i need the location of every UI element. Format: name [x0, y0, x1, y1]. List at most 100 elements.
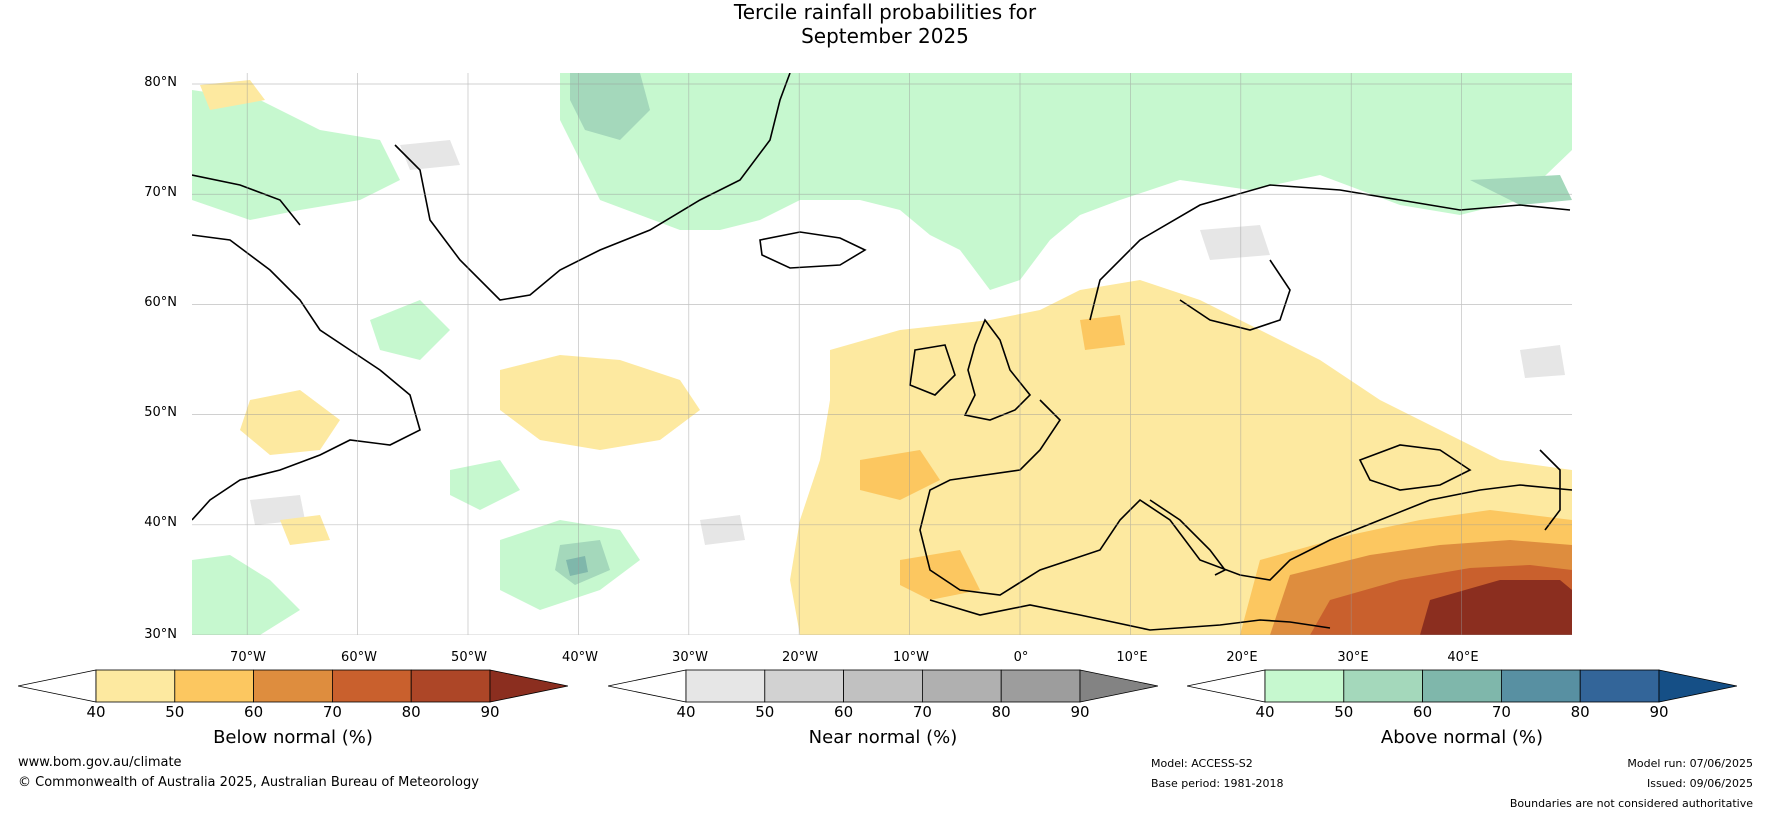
below-colorbar-segment — [174, 669, 255, 703]
lat-label-30n: 30°N — [144, 627, 177, 642]
near-colorbar-upper-extension — [1079, 669, 1158, 703]
black-sea-coast — [1358, 444, 1472, 491]
below-colorbar-tick: 80 — [401, 703, 421, 721]
above-normal-colorbar — [1187, 669, 1737, 703]
near-colorbar-segment — [1000, 669, 1081, 703]
below-colorbar-segment — [95, 669, 176, 703]
below-colorbar-segment — [253, 669, 333, 703]
baltic-coast — [1179, 259, 1291, 331]
below-normal-60pct-1 — [1080, 315, 1125, 350]
near-normal-patch-4 — [250, 495, 305, 525]
below-colorbar-tick: 40 — [86, 703, 106, 721]
lat-label-40n: 40°N — [144, 515, 177, 530]
above-colorbar-tick: 50 — [1334, 703, 1354, 721]
above-colorbar-tick: 80 — [1570, 703, 1590, 721]
atlantic-below-normal-4 — [280, 515, 330, 545]
below-colorbar-upper-extension — [489, 669, 568, 703]
lat-label-70n: 70°N — [144, 185, 177, 200]
britain-coast — [963, 318, 1032, 421]
above-normal-core-2 — [1470, 175, 1572, 205]
below-colorbar-tick: 70 — [322, 703, 342, 721]
middle-east-90pct — [1420, 580, 1572, 635]
near-normal-patch-2 — [1200, 225, 1270, 260]
lon-label-30w: 30°W — [672, 650, 708, 665]
above-normal-core-1 — [570, 73, 650, 140]
near-colorbar-segment — [921, 669, 1002, 703]
model-run: Model run: 07/06/2025 — [1627, 757, 1753, 770]
lon-label-10e: 10°E — [1116, 650, 1148, 665]
lon-label-10w: 10°W — [893, 650, 929, 665]
near-colorbar-segment — [843, 669, 923, 703]
lon-label-50w: 50°W — [451, 650, 487, 665]
above-colorbar-lower-extension — [1187, 669, 1266, 703]
below-normal-colorbar — [18, 669, 568, 703]
greenland-coast — [394, 73, 791, 301]
below-normal-60pct-2 — [860, 450, 940, 500]
above-colorbar-segment — [1579, 669, 1660, 703]
base-period: Base period: 1981-2018 — [1151, 777, 1284, 790]
near-normal-patch-6 — [700, 515, 745, 545]
below-colorbar-segment — [410, 669, 491, 703]
near-colorbar-segment — [685, 669, 766, 703]
above-colorbar-segment — [1500, 669, 1581, 703]
baffin-coast — [192, 174, 301, 226]
disclaimer: Boundaries are not considered authoritat… — [1509, 797, 1753, 810]
lon-label-70w: 70°W — [230, 650, 266, 665]
norway-coast — [1089, 184, 1571, 321]
above-colorbar-upper-extension — [1658, 669, 1737, 703]
below-colorbar-tick: 60 — [244, 703, 264, 721]
below-colorbar-segment — [331, 669, 412, 703]
ireland-coast — [909, 344, 956, 396]
italy-coast — [1149, 499, 1227, 576]
greenland-green-region — [192, 90, 400, 220]
below-colorbar-tick: 50 — [165, 703, 185, 721]
lon-label-40e: 40°E — [1447, 650, 1479, 665]
lat-label-60n: 60°N — [144, 295, 177, 310]
above-normal-label: Above normal (%) — [1380, 727, 1544, 748]
near-colorbar-tick: 70 — [912, 703, 932, 721]
above-colorbar-segment — [1264, 669, 1345, 703]
iceland-coast — [759, 231, 867, 269]
arctic-green-region — [560, 73, 1572, 290]
below-normal-label: Below normal (%) — [213, 727, 373, 748]
near-normal-label: Near normal (%) — [808, 727, 958, 748]
atlantic-below-normal-2 — [240, 390, 340, 455]
near-normal-colorbar — [608, 669, 1158, 703]
map-title: Tercile rainfall probabilities for Septe… — [0, 0, 1770, 48]
above-colorbar-tick: 70 — [1491, 703, 1511, 721]
near-colorbar-tick: 40 — [676, 703, 696, 721]
atlantic-below-normal-3 — [200, 80, 265, 110]
west-atlantic-green-3 — [370, 300, 450, 360]
model-name: Model: ACCESS-S2 — [1151, 757, 1253, 770]
issued-date: Issued: 09/06/2025 — [1646, 777, 1753, 790]
lon-label-0: 0° — [1013, 650, 1029, 665]
gridlines — [192, 73, 1572, 635]
below-normal-regions — [200, 80, 1572, 635]
near-colorbar-segment — [764, 669, 845, 703]
west-atlantic-green-1 — [192, 555, 300, 635]
above-colorbar-segment — [1422, 669, 1502, 703]
map-plot-area — [192, 73, 1572, 635]
above-colorbar-tick: 60 — [1413, 703, 1433, 721]
near-normal-patch-1 — [400, 140, 460, 170]
atlantic-below-normal-1 — [500, 355, 700, 450]
europe-coast — [919, 399, 1572, 596]
copyright: © Commonwealth of Australia 2025, Austra… — [18, 775, 479, 790]
above-colorbar-tick: 90 — [1649, 703, 1669, 721]
below-normal-60pct-3 — [900, 550, 980, 600]
near-colorbar-tick: 50 — [755, 703, 775, 721]
title-line-1: Tercile rainfall probabilities for — [733, 0, 1037, 24]
above-normal-regions — [192, 73, 1572, 635]
above-colorbar-segment — [1343, 669, 1424, 703]
near-colorbar-tick: 80 — [991, 703, 1011, 721]
west-atlantic-green-4 — [450, 460, 520, 510]
lon-label-30e: 30°E — [1337, 650, 1369, 665]
below-colorbar-lower-extension — [18, 669, 97, 703]
canada-coast — [192, 234, 421, 521]
lon-label-20e: 20°E — [1226, 650, 1258, 665]
coastlines — [192, 73, 1572, 631]
lon-label-20w: 20°W — [782, 650, 818, 665]
near-colorbar-tick: 90 — [1070, 703, 1090, 721]
title-line-2: September 2025 — [801, 24, 969, 48]
